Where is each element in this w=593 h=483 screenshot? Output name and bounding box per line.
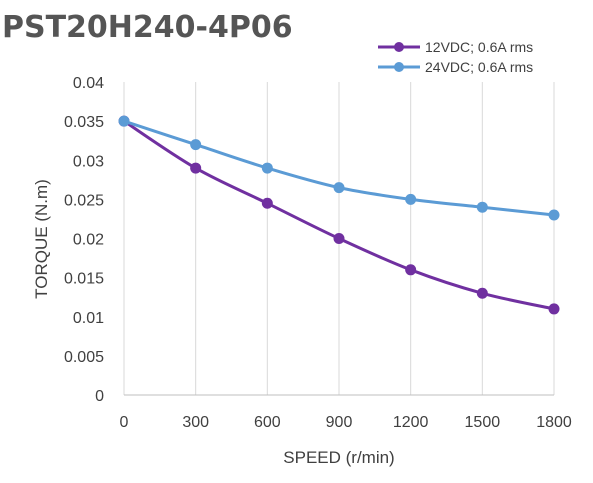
data-point bbox=[476, 287, 488, 299]
series-2 bbox=[118, 115, 560, 221]
data-point bbox=[333, 182, 345, 194]
legend-label: 12VDC; 0.6A rms bbox=[425, 39, 533, 55]
x-tick-label: 1200 bbox=[393, 414, 429, 431]
x-tick-label: 1800 bbox=[536, 414, 572, 431]
data-point bbox=[405, 193, 417, 205]
y-axis-label: TORQUE (N.m) bbox=[32, 179, 51, 299]
chart-title: PST20H240-4P06 bbox=[2, 10, 293, 45]
legend: 12VDC; 0.6A rms 24VDC; 0.6A rms bbox=[378, 39, 533, 75]
legend-swatch-marker bbox=[394, 62, 404, 72]
y-tick-label: 0.03 bbox=[73, 153, 104, 170]
series-layer bbox=[118, 115, 560, 315]
x-tick-label: 300 bbox=[182, 414, 209, 431]
data-point bbox=[261, 162, 273, 174]
legend-label: 24VDC; 0.6A rms bbox=[425, 59, 533, 75]
x-axis-label: SPEED (r/min) bbox=[283, 448, 394, 467]
x-axis-ticks: 0 300 600 900 1200 1500 1800 bbox=[120, 414, 572, 431]
legend-item-1: 12VDC; 0.6A rms bbox=[378, 39, 533, 55]
y-tick-label: 0.015 bbox=[64, 271, 104, 288]
y-axis-ticks: 0 0.005 0.01 0.015 0.02 0.025 0.03 0.035 0.04 bbox=[64, 75, 104, 405]
data-point bbox=[190, 139, 202, 151]
data-point bbox=[548, 209, 560, 221]
y-tick-label: 0.01 bbox=[73, 310, 104, 327]
x-tick-label: 900 bbox=[326, 414, 353, 431]
y-tick-label: 0.005 bbox=[64, 349, 104, 366]
x-tick-label: 600 bbox=[254, 414, 281, 431]
y-tick-label: 0.04 bbox=[73, 75, 104, 92]
data-point bbox=[261, 197, 273, 209]
data-point bbox=[548, 303, 560, 315]
x-tick-label: 0 bbox=[120, 414, 129, 431]
data-point bbox=[333, 233, 345, 244]
legend-item-2: 24VDC; 0.6A rms bbox=[378, 59, 533, 75]
data-point bbox=[405, 264, 417, 276]
y-tick-label: 0.02 bbox=[73, 232, 104, 249]
y-tick-label: 0.025 bbox=[64, 192, 104, 209]
data-point bbox=[118, 115, 130, 127]
data-point bbox=[190, 162, 202, 174]
legend-swatch-marker bbox=[394, 42, 404, 52]
y-tick-label: 0 bbox=[95, 388, 104, 405]
x-tick-label: 1500 bbox=[465, 414, 501, 431]
data-point bbox=[476, 201, 488, 213]
y-tick-label: 0.035 bbox=[64, 114, 104, 131]
